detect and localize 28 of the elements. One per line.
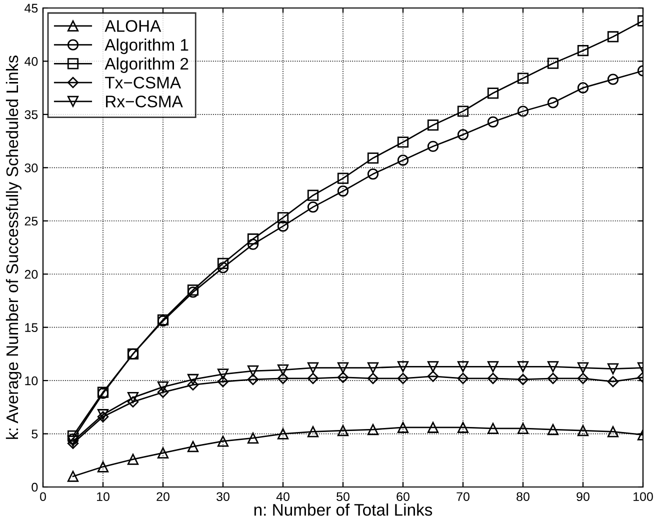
- x-tick-label: 0: [40, 492, 46, 502]
- y-tick-label: 0: [32, 482, 38, 492]
- y-tick-label: 40: [24, 57, 38, 66]
- y-tick-label: 30: [24, 163, 38, 172]
- y-tick-label: 45: [24, 4, 38, 13]
- legend-label: Algorithm 1: [104, 38, 188, 54]
- y-tick-label: 10: [25, 376, 38, 386]
- legend-label: Rx−CSMA: [106, 96, 183, 108]
- x-tick-label: 80: [516, 492, 530, 502]
- y-axis-title: k: Average Number of Successfully Scheduled Links: [6, 56, 22, 439]
- x-tick-label: 10: [97, 492, 110, 502]
- x-tick-label: 100: [634, 492, 653, 502]
- x-tick-label: 70: [456, 492, 470, 502]
- legend-label: ALOHA: [104, 20, 162, 32]
- x-tick-label: 60: [396, 492, 410, 502]
- y-tick-label: 35: [24, 110, 38, 120]
- x-tick-label: 50: [336, 492, 350, 502]
- x-tick-label: 30: [216, 492, 230, 502]
- y-tick-label: 15: [25, 323, 38, 332]
- x-tick-label: 90: [576, 492, 590, 502]
- y-tick-label: 5: [32, 430, 38, 438]
- legend-label: Algorithm 2: [104, 57, 188, 73]
- x-tick-label: 40: [276, 492, 290, 502]
- x-axis-title: n: Number of Total Links: [254, 504, 432, 516]
- legend-label: Tx−CSMA: [105, 76, 182, 89]
- x-tick-label: 20: [156, 492, 170, 502]
- y-tick-label: 20: [24, 270, 38, 279]
- y-tick-label: 25: [24, 216, 38, 226]
